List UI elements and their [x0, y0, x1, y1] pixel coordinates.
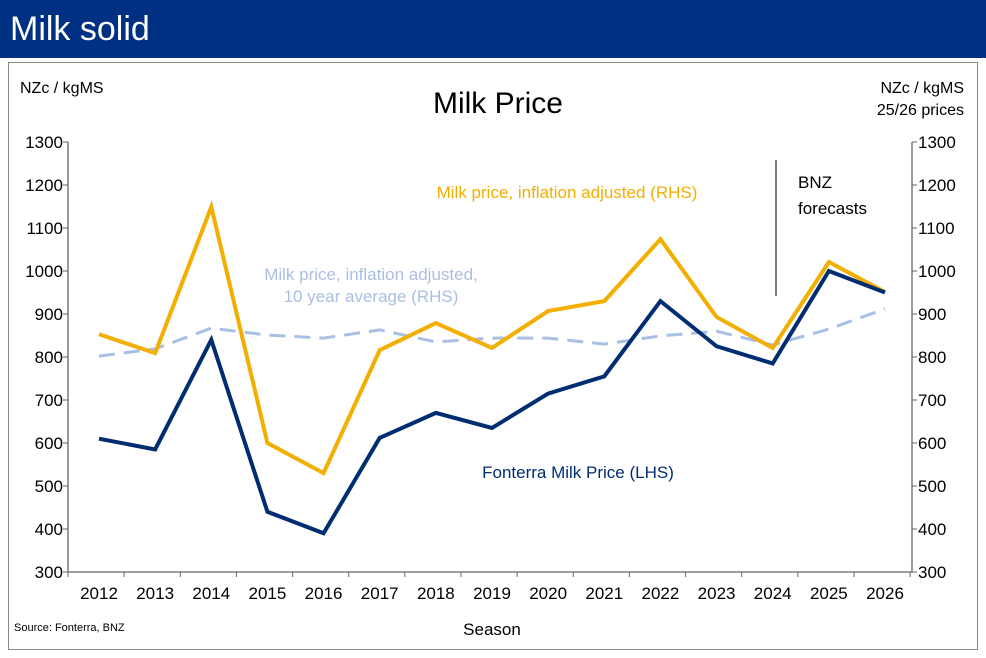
- y-tick-label-right: 600: [918, 434, 946, 453]
- x-tick-label: 2019: [473, 584, 511, 603]
- y-axis-right-sublabel: 25/26 prices: [877, 102, 964, 119]
- x-tick-label: 2018: [417, 584, 455, 603]
- x-tick-label: 2022: [642, 584, 680, 603]
- legend-10yr-avg-line1: Milk price, inflation adjusted,: [264, 265, 478, 284]
- y-tick-label-left: 1000: [25, 262, 63, 281]
- legend-fonterra: Fonterra Milk Price (LHS): [482, 463, 674, 482]
- y-tick-label-left: 900: [35, 305, 63, 324]
- series-line-0: [98, 268, 886, 536]
- x-axis-label: Season: [463, 620, 521, 639]
- annotation-forecasts: forecasts: [798, 199, 867, 218]
- y-axis-left-label: NZc / kgMS: [20, 80, 104, 97]
- y-tick-label-left: 1300: [25, 133, 63, 152]
- x-tick-label: 2013: [136, 584, 174, 603]
- y-tick-label-left: 400: [35, 520, 63, 539]
- y-tick-label-right: 500: [918, 477, 946, 496]
- y-tick-label-left: 500: [35, 477, 63, 496]
- x-tick-label: 2023: [698, 584, 736, 603]
- y-tick-label-right: 1200: [918, 176, 956, 195]
- x-tick-label: 2017: [361, 584, 399, 603]
- legend-10yr-avg-line2: 10 year average (RHS): [284, 287, 459, 306]
- y-tick-label-right: 1300: [918, 133, 956, 152]
- x-tick-label: 2015: [249, 584, 287, 603]
- y-tick-label-left: 600: [35, 434, 63, 453]
- page-title: Milk solid: [10, 10, 150, 48]
- y-tick-label-right: 900: [918, 305, 946, 324]
- annotation-bnz: BNZ: [798, 173, 832, 192]
- y-tick-label-right: 400: [918, 520, 946, 539]
- y-tick-label-left: 300: [35, 563, 63, 582]
- x-tick-label: 2025: [810, 584, 848, 603]
- y-tick-label-right: 1000: [918, 262, 956, 281]
- legend-inflation-adjusted: Milk price, inflation adjusted (RHS): [437, 183, 698, 202]
- chart-frame: [8, 62, 978, 650]
- y-tick-label-right: 1100: [918, 219, 955, 238]
- x-tick-label: 2024: [754, 584, 792, 603]
- y-axis-right-label: NZc / kgMS: [880, 80, 964, 97]
- y-tick-label-right: 300: [918, 563, 946, 582]
- y-tick-label-left: 1200: [25, 176, 63, 195]
- x-tick-label: 2020: [529, 584, 567, 603]
- header-bar: Milk solid: [0, 0, 986, 58]
- y-tick-label-left: 700: [35, 391, 63, 410]
- x-tick-label: 2026: [866, 584, 904, 603]
- x-tick-label: 2012: [80, 584, 118, 603]
- chart-title: Milk Price: [433, 87, 563, 120]
- y-tick-label-left: 1100: [26, 219, 63, 238]
- series-line-1: [98, 200, 886, 476]
- x-tick-label: 2016: [305, 584, 343, 603]
- y-tick-label-left: 800: [35, 348, 63, 367]
- y-tick-label-right: 700: [918, 391, 946, 410]
- x-tick-label: 2014: [192, 584, 230, 603]
- series-line-2: [98, 307, 886, 358]
- y-tick-label-right: 800: [918, 348, 946, 367]
- source-note: Source: Fonterra, BNZ: [14, 622, 125, 634]
- x-tick-label: 2021: [585, 584, 623, 603]
